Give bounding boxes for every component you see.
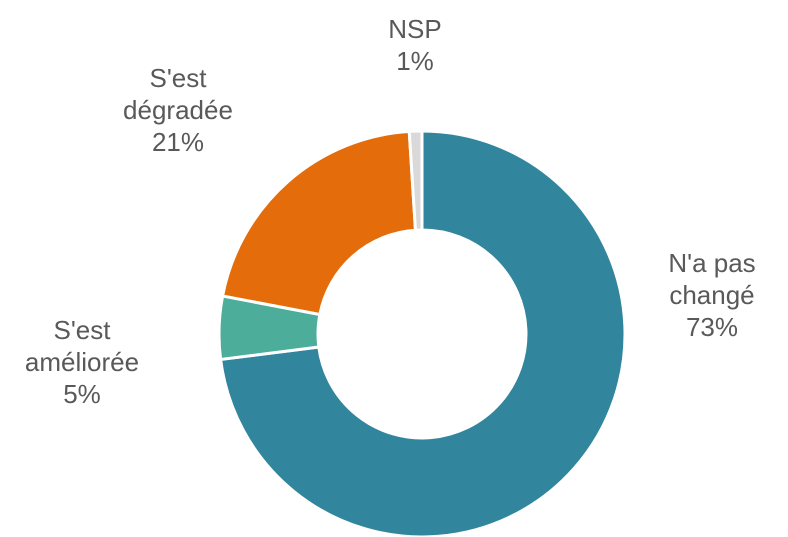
category-label: S'est améliorée [24, 315, 140, 377]
slice-label: S'est dégradée 21% [103, 62, 253, 158]
slice-label: NSP 1% [340, 13, 490, 77]
slice [407, 129, 424, 232]
value-label: 1% [396, 46, 434, 76]
slice [220, 129, 418, 317]
slice [218, 129, 627, 537]
value-label: 21% [151, 127, 205, 157]
category-label: N'a pas changé [668, 248, 756, 310]
value-label: 73% [685, 312, 739, 342]
slice-label: N'a pas changé 73% [637, 247, 787, 343]
category-label: S'est dégradée [123, 63, 233, 125]
slice-label: S'est améliorée 5% [7, 314, 157, 410]
value-label: 5% [63, 379, 101, 409]
category-label: NSP [388, 14, 442, 44]
